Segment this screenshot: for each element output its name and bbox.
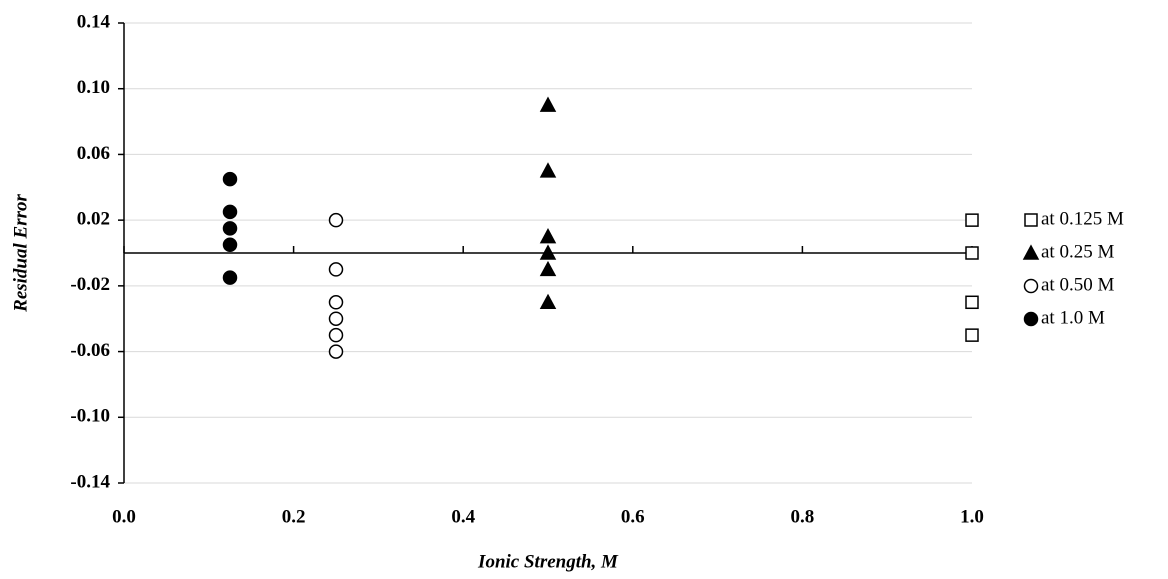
x-tick-label: 0.8 xyxy=(791,506,815,527)
y-axis-title: Residual Error xyxy=(10,194,31,313)
y-tick-label: -0.14 xyxy=(70,471,110,492)
x-tick-label: 1.0 xyxy=(960,506,984,527)
point xyxy=(222,221,238,236)
point xyxy=(539,162,557,178)
legend-label: at 0.125 M xyxy=(1041,208,1124,229)
point xyxy=(222,204,238,220)
legend-marker xyxy=(1024,213,1038,227)
point xyxy=(965,295,979,310)
y-tick-label: -0.02 xyxy=(70,274,110,295)
y-tick-label: 0.02 xyxy=(77,209,110,230)
y-tick-label: 0.06 xyxy=(77,143,110,164)
legend-label: at 0.25 M xyxy=(1041,241,1114,262)
y-tick-label: -0.06 xyxy=(70,340,110,361)
legend-label: at 1.0 M xyxy=(1041,307,1105,328)
x-tick-label: 0.4 xyxy=(451,506,475,527)
x-axis-title: Ionic Strength, M xyxy=(477,551,619,572)
y-tick-label: 0.10 xyxy=(77,77,110,98)
point xyxy=(222,237,238,253)
point xyxy=(328,311,344,326)
point xyxy=(965,213,979,227)
point xyxy=(539,260,557,277)
point xyxy=(539,244,557,260)
point xyxy=(539,96,557,112)
point xyxy=(328,212,344,228)
point xyxy=(222,270,238,285)
point xyxy=(328,344,344,359)
point xyxy=(328,262,344,277)
y-tick-label: 0.14 xyxy=(77,11,111,32)
y-tick-label: -0.10 xyxy=(70,406,110,427)
point xyxy=(328,327,344,343)
x-tick-label: 0.6 xyxy=(621,506,645,527)
x-tick-label: 0.2 xyxy=(282,506,306,527)
x-tick-label: 0.0 xyxy=(112,506,136,527)
point xyxy=(965,246,979,260)
point xyxy=(222,171,238,187)
point xyxy=(965,328,979,342)
legend-label: at 0.50 M xyxy=(1041,274,1114,295)
legend-marker xyxy=(1022,244,1040,260)
point xyxy=(539,227,557,244)
point xyxy=(539,293,557,310)
legend-marker xyxy=(1023,278,1039,294)
point xyxy=(328,295,344,310)
legend-marker xyxy=(1023,311,1039,327)
